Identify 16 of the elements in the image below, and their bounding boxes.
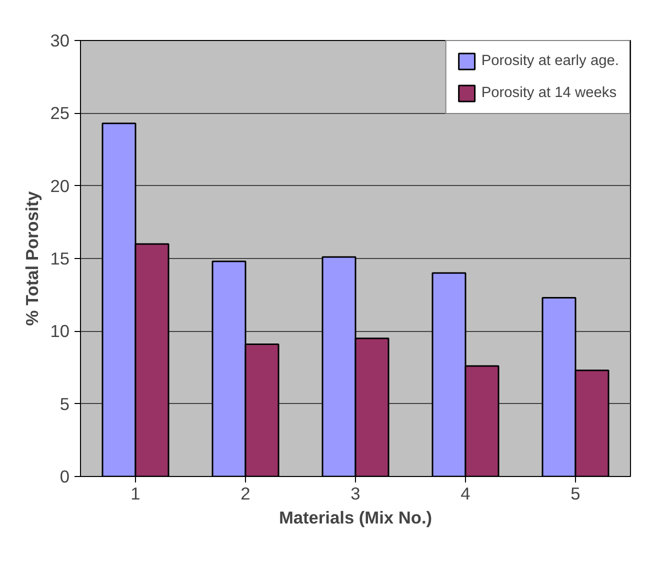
x-tick-label: 5 bbox=[570, 484, 580, 504]
y-tick-label: 20 bbox=[50, 176, 70, 196]
x-tick-label: 3 bbox=[350, 484, 360, 504]
x-axis-title: Materials (Mix No.) bbox=[278, 508, 432, 528]
y-tick-label: 30 bbox=[50, 30, 70, 50]
y-tick-label: 15 bbox=[50, 248, 70, 268]
x-tick-label: 4 bbox=[460, 484, 471, 504]
legend-label: Porosity at early age. bbox=[481, 53, 619, 69]
y-tick-label: 10 bbox=[50, 321, 70, 342]
y-tick-label: 25 bbox=[50, 103, 70, 124]
x-tick-label: 1 bbox=[130, 484, 140, 504]
legend-label: Porosity at 14 weeks bbox=[481, 85, 617, 101]
y-axis-title: % Total Porosity bbox=[22, 190, 42, 326]
x-tick-label: 2 bbox=[240, 484, 250, 504]
y-tick-label: 0 bbox=[60, 466, 70, 486]
y-tick-label: 5 bbox=[60, 394, 70, 414]
